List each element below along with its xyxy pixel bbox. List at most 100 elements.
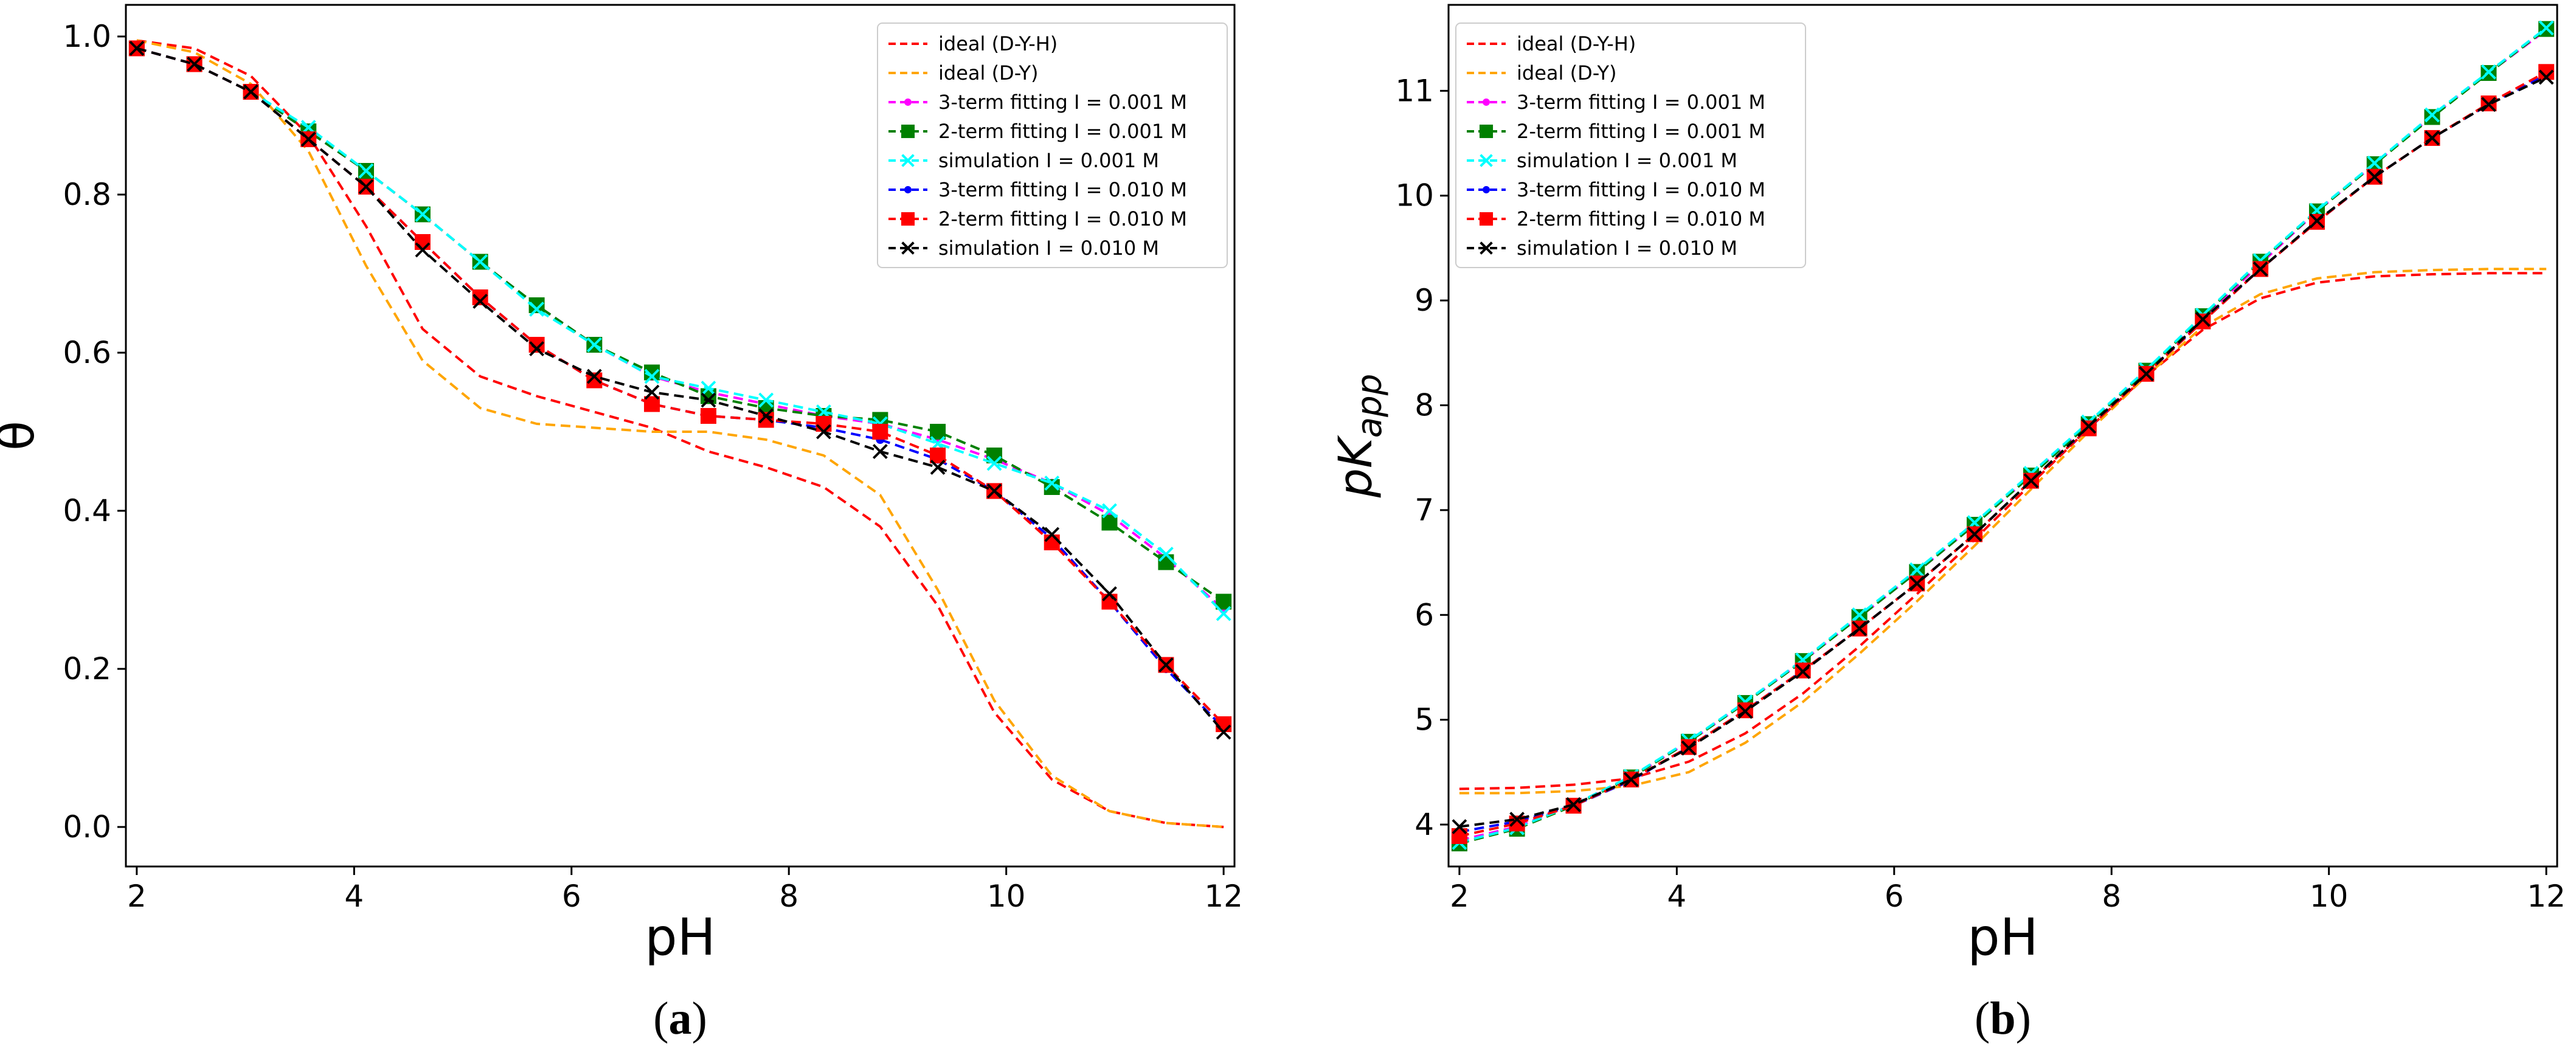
series-line-ideal_dy — [136, 39, 1224, 828]
data-point-sim_010 — [1795, 663, 1811, 679]
legend-marker-fit3_010 — [1483, 186, 1490, 193]
data-point-sim_001 — [1044, 476, 1060, 491]
data-point-sim_010 — [701, 392, 716, 408]
legend-label-fit3_001: 3-term fitting I = 0.001 M — [938, 91, 1187, 114]
legend-label-ideal_dyh: ideal (D-Y-H) — [1517, 32, 1636, 55]
series-line-ideal_dyh — [136, 39, 1224, 828]
data-point-sim_001 — [1102, 503, 1117, 519]
series-line-fit2_001 — [136, 47, 1225, 603]
data-point-sim_010 — [1566, 797, 1581, 812]
x-tick-label: 10 — [2310, 879, 2349, 914]
x-tick-label: 4 — [1667, 879, 1686, 914]
data-point-sim_010 — [816, 424, 831, 440]
series-line-fit3_010 — [136, 47, 1225, 729]
y-tick-label: 5 — [1414, 702, 1434, 738]
data-point-sim_010 — [2367, 169, 2383, 185]
series-line-sim_010 — [136, 47, 1225, 733]
data-point-sim_010 — [1044, 527, 1060, 542]
data-point-sim_010 — [2309, 213, 2325, 229]
data-point-fit2_010 — [872, 424, 888, 440]
data-point-sim_010 — [1737, 704, 1753, 719]
x-tick-label: 10 — [987, 879, 1026, 914]
data-point-sim_001 — [986, 455, 1002, 471]
data-point-sim_010 — [586, 368, 602, 384]
series-line-ideal_dyh — [1459, 272, 2547, 790]
y-tick-label: 0.4 — [63, 493, 111, 528]
x-tick-label: 4 — [344, 879, 364, 914]
data-point-fit2_010 — [414, 234, 431, 250]
y-tick-label: 4 — [1414, 807, 1434, 842]
legend-marker-sim_010 — [1480, 241, 1493, 255]
legend-label-fit2_001: 2-term fitting I = 0.001 M — [938, 120, 1187, 143]
data-point-sim_010 — [2481, 97, 2496, 112]
y-axis-title-subscript: app — [1350, 374, 1390, 438]
legend: ideal (D-Y-H) ideal (D-Y) 3-term fitting I… — [1455, 22, 1806, 268]
data-point-sim_010 — [529, 341, 544, 356]
data-point-sim_001 — [2367, 155, 2383, 171]
data-point-sim_010 — [358, 179, 374, 195]
y-tick-label: 0.0 — [63, 809, 111, 845]
data-point-sim_010 — [2425, 130, 2440, 146]
data-point-sim_010 — [1909, 576, 1925, 591]
data-point-sim_010 — [1623, 772, 1639, 787]
data-point-sim_001 — [758, 392, 774, 408]
y-tick-label: 8 — [1414, 388, 1434, 423]
legend-label-sim_001: simulation I = 0.001 M — [1517, 149, 1737, 172]
y-tick-label: 11 — [1395, 73, 1434, 108]
data-point-fit2_010 — [815, 416, 832, 432]
panel-a: 2 4 6 8 10 12 0.0 0.2 0.4 0.6 0.8 1.0 pH θ ideal (D-Y-… — [0, 4, 1243, 1044]
data-point-sim_010 — [187, 57, 203, 72]
data-point-sim_010 — [2139, 366, 2154, 382]
series-line-ideal_dy — [1459, 268, 2547, 795]
data-point-sim_001 — [358, 163, 374, 179]
data-point-sim_010 — [473, 294, 488, 309]
plot-frame — [1447, 4, 2558, 868]
data-point-sim_010 — [1509, 812, 1525, 827]
data-point-fit2_010 — [2195, 313, 2211, 330]
legend-label-fit2_001: 2-term fitting I = 0.001 M — [1517, 120, 1765, 143]
series-line-sim_010 — [1459, 76, 2547, 828]
y-tick-label: 0.8 — [63, 177, 111, 212]
panel-caption-letter: b — [1990, 993, 2015, 1044]
data-point-sim_010 — [1216, 724, 1231, 740]
data-point-fit2_010 — [1101, 593, 1118, 610]
data-point-sim_001 — [586, 337, 602, 353]
data-point-sim_001 — [2481, 64, 2496, 80]
legend-marker-fit2_010 — [901, 212, 915, 226]
legend-marker-sim_001 — [901, 154, 915, 167]
panel-caption-letter: a — [669, 993, 692, 1044]
data-point-sim_001 — [473, 254, 488, 269]
data-point-fit2_001 — [1158, 554, 1174, 570]
x-tick-label: 6 — [1885, 879, 1904, 914]
data-point-sim_010 — [243, 84, 258, 100]
data-point-sim_001 — [644, 368, 660, 384]
data-point-sim_010 — [986, 483, 1002, 499]
data-point-sim_010 — [2081, 418, 2097, 434]
data-point-sim_010 — [2023, 473, 2039, 489]
x-tick-label: 2 — [127, 879, 147, 914]
data-point-sim_010 — [872, 444, 888, 459]
legend-marker-fit2_001 — [901, 124, 915, 139]
legend-label-sim_010: simulation I = 0.010 M — [938, 237, 1159, 260]
y-tick-label: 1.0 — [63, 19, 111, 54]
data-point-sim_001 — [415, 207, 431, 222]
legend-label-ideal_dy: ideal (D-Y) — [1517, 61, 1616, 85]
y-tick-label: 9 — [1414, 283, 1434, 318]
data-point-sim_010 — [300, 131, 316, 147]
x-tick-label: 12 — [2527, 879, 2566, 914]
data-point-sim_010 — [1681, 740, 1697, 756]
data-point-sim_010 — [1102, 586, 1117, 601]
data-point-sim_010 — [1852, 621, 1867, 637]
x-axis-title: pH — [1967, 907, 2038, 967]
data-point-sim_010 — [2195, 311, 2211, 327]
legend-label-fit3_001: 3-term fitting I = 0.001 M — [1517, 91, 1765, 114]
data-point-sim_010 — [644, 384, 660, 400]
y-tick-label: 6 — [1414, 597, 1434, 632]
legend-marker-fit2_001 — [1479, 124, 1494, 139]
legend-label-fit2_010: 2-term fitting I = 0.010 M — [938, 207, 1187, 230]
x-tick-label: 12 — [1204, 879, 1243, 914]
data-point-sim_001 — [529, 302, 544, 317]
series-line-fit3_001 — [1459, 29, 2547, 842]
